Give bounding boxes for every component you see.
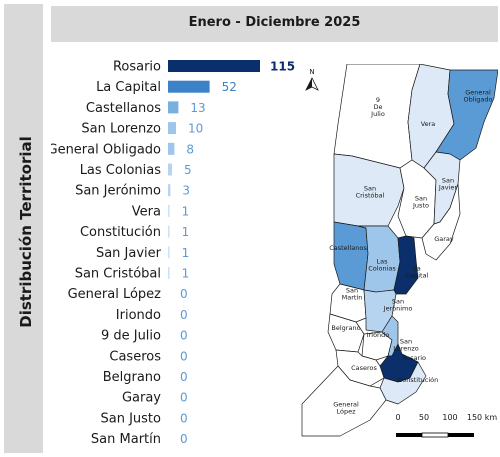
bar-la-capital [168, 80, 210, 93]
value-label-9-de-julio: 0 [180, 329, 188, 343]
region-label-belgrano: Belgrano [331, 324, 360, 332]
value-label-san-jeronimo: 3 [182, 184, 190, 198]
category-label-las-colonias: Las Colonias [80, 163, 162, 178]
category-label-san-javier: San Javier [96, 246, 162, 261]
bar-constitucion [168, 225, 170, 238]
category-label-la-capital: La Capital [96, 80, 161, 95]
value-label-garay: 0 [180, 391, 188, 405]
header-bar: Enero - Diciembre 2025 [51, 6, 498, 42]
region-label-san-cristobal: San Cristóbal [356, 185, 385, 200]
value-label-constitucion: 1 [182, 225, 190, 239]
category-label-vera: Vera [132, 204, 161, 219]
bar-san-cristobal [168, 267, 170, 279]
region-label-general-obligado: General Obligado [463, 89, 492, 104]
region-general-lopez [301, 365, 387, 437]
region-label-san-martin: San Martín [342, 287, 363, 302]
scale-label-100: 100 [442, 413, 457, 422]
bar-rosario [168, 60, 260, 72]
value-label-san-lorenzo: 10 [188, 122, 203, 136]
region-label-san-lorenzo: San Lorenzo [393, 338, 419, 353]
value-label-la-capital: 52 [222, 80, 237, 94]
value-label-caseros: 0 [180, 349, 188, 363]
region-label-vera: Vera [421, 120, 436, 128]
region-garay [421, 183, 461, 261]
category-label-garay: Garay [122, 391, 161, 406]
side-panel: Distribución Territorial [4, 4, 43, 453]
north-label: N [309, 68, 314, 76]
value-label-belgrano: 0 [180, 370, 188, 384]
value-label-san-martin: 0 [180, 432, 188, 446]
map-regions [301, 64, 498, 437]
bar-las-colonias [168, 163, 172, 176]
value-label-san-justo: 0 [180, 411, 188, 425]
region-label-rosario: Rosario [402, 354, 426, 362]
scale-label-150: 150 km [467, 413, 497, 422]
category-label-san-cristobal: San Cristóbal [75, 267, 161, 282]
category-label-san-jeronimo: San Jerónimo [75, 184, 161, 199]
header-title: Enero - Diciembre 2025 [188, 15, 361, 30]
value-label-san-javier: 1 [182, 246, 190, 260]
value-label-rosario: 115 [270, 60, 295, 74]
category-label-iriondo: Iriondo [116, 308, 161, 323]
value-label-las-colonias: 5 [184, 163, 192, 177]
region-la-capital [393, 235, 419, 295]
region-label-san-javier: San Javier [438, 177, 458, 192]
category-label-belgrano: Belgrano [103, 370, 161, 385]
value-label-san-cristobal: 1 [182, 267, 190, 281]
region-label-general-lopez: General López [333, 401, 359, 416]
category-label-general-obligado: General Obligado [51, 142, 161, 157]
category-label-san-lorenzo: San Lorenzo [81, 122, 161, 137]
region-label-castellanos: Castellanos [329, 244, 367, 252]
region-label-iriondo: Iriondo [367, 331, 390, 339]
bar-san-lorenzo [168, 122, 176, 135]
scale-bar: 0 50 100 150 km [395, 413, 497, 438]
bar-san-jeronimo [168, 184, 171, 197]
side-title: Distribución Territorial [17, 136, 35, 328]
region-label-constitucion: Constitución [398, 376, 439, 384]
category-label-caseros: Caseros [109, 349, 161, 364]
region-label-san-jeronimo: San Jerónimo [383, 298, 413, 313]
scale-label-0: 0 [395, 413, 400, 422]
map-labels: 9 De Julio Vera General Obligado San Cristóbal S… [329, 89, 492, 416]
region-label-9-de-julio: 9 De Julio [370, 96, 385, 118]
region-castellanos [333, 221, 369, 291]
value-label-general-lopez: 0 [180, 287, 188, 301]
region-label-caseros: Caseros [351, 364, 377, 372]
bar-san-javier [168, 246, 170, 259]
value-label-vera: 1 [182, 204, 190, 218]
category-label-san-justo: San Justo [101, 411, 162, 426]
category-label-san-martin: San Martín [91, 432, 161, 447]
province-map: 9 De Julio Vera General Obligado San Cristóbal S… [301, 64, 498, 438]
category-label-9-de-julio: 9 de Julio [101, 329, 161, 344]
value-label-general-obligado: 8 [186, 142, 194, 156]
category-label-general-lopez: General López [68, 287, 162, 302]
region-label-garay: Garay [434, 235, 454, 243]
scale-label-50: 50 [419, 413, 429, 422]
category-label-rosario: Rosario [113, 60, 161, 75]
region-label-la-capital: La Capital [406, 265, 429, 280]
value-label-castellanos: 13 [190, 101, 205, 115]
category-label-castellanos: Castellanos [86, 101, 161, 116]
bar-general-obligado [168, 142, 175, 155]
region-label-san-justo: San Justo [412, 195, 429, 210]
north-arrow-icon: N [305, 68, 319, 91]
category-label-constitucion: Constitución [80, 225, 161, 240]
value-label-iriondo: 0 [180, 308, 188, 322]
bar-vera [168, 204, 170, 217]
region-label-las-colonias: Las Colonias [368, 258, 396, 273]
bar-castellanos [168, 101, 179, 114]
